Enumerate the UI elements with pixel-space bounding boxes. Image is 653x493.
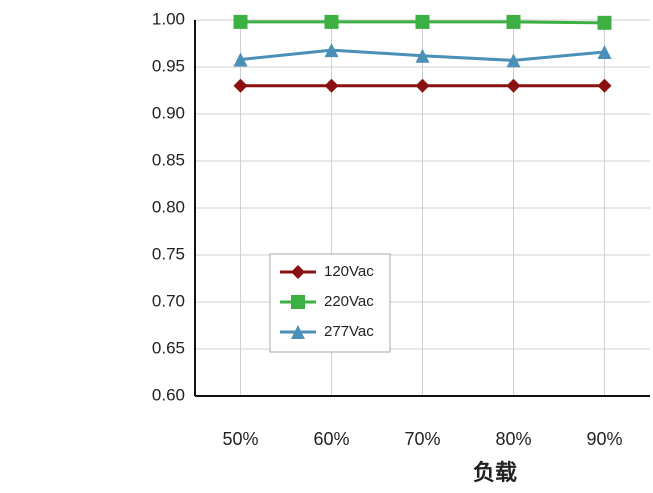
legend-marker — [291, 325, 305, 339]
x-tick-label: 80% — [495, 429, 531, 449]
legend-label: 220Vac — [324, 293, 374, 310]
x-tick-label: 50% — [222, 429, 258, 449]
y-tick-label: 0.60 — [152, 385, 185, 404]
data-point — [324, 14, 339, 29]
data-point — [506, 78, 521, 93]
data-point — [506, 14, 521, 29]
y-tick-label: 0.80 — [152, 197, 185, 216]
legend-marker — [291, 265, 305, 279]
y-tick-label: 0.70 — [152, 291, 185, 310]
x-tick-label: 90% — [586, 429, 622, 449]
data-point — [233, 14, 248, 29]
y-tick-label: 0.95 — [152, 56, 185, 75]
data-point — [506, 53, 521, 68]
x-axis-title: 负载 — [473, 460, 517, 485]
data-point — [415, 14, 430, 29]
legend-label: 120Vac — [324, 263, 374, 280]
data-point — [233, 52, 248, 67]
y-tick-label: 0.90 — [152, 103, 185, 122]
data-point — [415, 78, 430, 93]
data-point — [597, 15, 612, 30]
y-tick-label: 1.00 — [152, 9, 185, 28]
legend-label: 277Vac — [324, 323, 374, 340]
data-point — [324, 43, 339, 58]
data-point — [324, 78, 339, 93]
data-point — [597, 44, 612, 59]
legend-marker — [291, 295, 305, 309]
data-point — [597, 78, 612, 93]
x-tick-label: 70% — [404, 429, 440, 449]
y-tick-label: 0.85 — [152, 150, 185, 169]
data-point — [415, 48, 430, 63]
data-point — [233, 78, 248, 93]
y-tick-label: 0.75 — [152, 244, 185, 263]
y-tick-label: 0.65 — [152, 338, 185, 357]
x-tick-label: 60% — [313, 429, 349, 449]
